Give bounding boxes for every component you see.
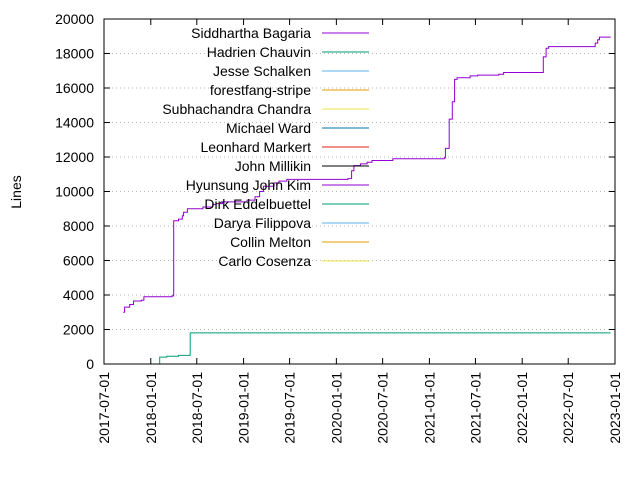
x-tick-label: 2018-01-01 bbox=[143, 372, 159, 444]
series-line-0 bbox=[123, 36, 611, 313]
y-tick-label: 14000 bbox=[55, 115, 94, 131]
legend-label: Leonhard Markert bbox=[200, 139, 311, 155]
legend-label: Carlo Cosenza bbox=[218, 253, 311, 269]
y-tick-label: 0 bbox=[86, 356, 94, 372]
y-tick-label: 6000 bbox=[63, 253, 94, 269]
x-tick-label: 2020-01-01 bbox=[328, 372, 344, 444]
legend-label: John Millikin bbox=[235, 158, 311, 174]
legend-label: Michael Ward bbox=[226, 120, 311, 136]
x-tick-label: 2020-07-01 bbox=[375, 372, 391, 444]
y-tick-label: 2000 bbox=[63, 322, 94, 338]
x-tick-label: 2017-07-01 bbox=[96, 372, 112, 444]
x-tick-label: 2021-07-01 bbox=[467, 372, 483, 444]
x-tick-label: 2021-01-01 bbox=[421, 372, 437, 444]
y-tick-label: 12000 bbox=[55, 149, 94, 165]
x-tick-label: 2019-01-01 bbox=[236, 372, 252, 444]
x-tick-label: 2019-07-01 bbox=[282, 372, 298, 444]
legend-label: Siddhartha Bagaria bbox=[191, 25, 311, 41]
grid-layer bbox=[104, 53, 615, 330]
x-axis: 2017-07-01 2018-01-01 2018-07-01 2019-01-01… bbox=[96, 19, 623, 444]
y-axis-label: Lines bbox=[8, 175, 24, 208]
x-tick-label: 2023-01-01 bbox=[607, 372, 623, 444]
series-line-1 bbox=[158, 332, 611, 365]
legend-label: Hyunsung John Kim bbox=[186, 177, 311, 193]
legend-label: Dirk Eddelbuettel bbox=[204, 196, 311, 212]
y-tick-label: 18000 bbox=[55, 46, 94, 62]
legend-label: Jesse Schalken bbox=[213, 63, 311, 79]
y-tick-label: 4000 bbox=[63, 287, 94, 303]
legend-label: forestfang-stripe bbox=[210, 82, 311, 98]
legend-label: Collin Melton bbox=[230, 234, 311, 250]
y-tick-label: 16000 bbox=[55, 80, 94, 96]
y-axis: 0 2000 4000 6000 8000 10000 12000 14000 16000 180… bbox=[55, 11, 615, 372]
y-tick-label: 8000 bbox=[63, 218, 94, 234]
x-tick-label: 2018-07-01 bbox=[189, 372, 205, 444]
legend-label: Darya Filippova bbox=[214, 215, 311, 231]
series-layer bbox=[123, 36, 611, 365]
legend: Siddhartha Bagaria Hadrien Chauvin Jesse S… bbox=[162, 25, 369, 269]
legend-label: Hadrien Chauvin bbox=[207, 44, 311, 60]
y-tick-label: 10000 bbox=[55, 184, 94, 200]
x-tick-label: 2022-07-01 bbox=[560, 372, 576, 444]
y-tick-label: 20000 bbox=[55, 11, 94, 27]
legend-label: Subhachandra Chandra bbox=[162, 101, 311, 117]
x-tick-label: 2022-01-01 bbox=[514, 372, 530, 444]
